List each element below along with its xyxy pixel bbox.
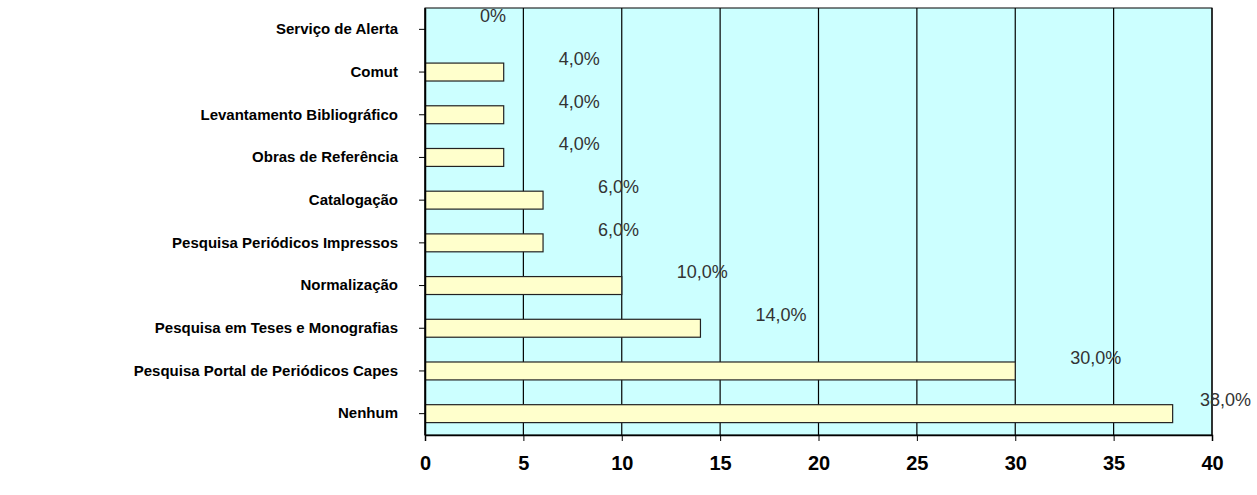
x-tick-label: 0 (420, 452, 431, 474)
data-label: 6,0% (598, 177, 639, 197)
x-tick-mark (622, 435, 623, 441)
bar (425, 63, 504, 81)
bar (425, 362, 1015, 380)
y-axis: Serviço de Alerta Comut Levantamento Bibli… (134, 9, 426, 436)
y-tick-mark (419, 242, 425, 243)
data-label: 4,0% (559, 92, 600, 112)
y-tick-mark (419, 200, 425, 201)
plot-background (425, 8, 1212, 435)
grid-line (1211, 8, 1212, 435)
bar (425, 319, 700, 337)
x-tick-label: 15 (710, 452, 732, 474)
y-tick-mark (419, 285, 425, 286)
chart: 0 5 10 15 20 25 30 35 40 Serviço de Alerta Comut Le… (0, 0, 1257, 495)
x-tick: 15 (710, 435, 732, 474)
data-label: 30,0% (1070, 348, 1121, 368)
y-tick: Levantamento Bibliográfico (200, 106, 425, 123)
x-tick: 35 (1103, 435, 1125, 474)
x-tick: 10 (611, 435, 633, 474)
y-tick: Pesquisa Periódicos Impressos (172, 234, 425, 251)
y-tick-mark (419, 29, 425, 30)
x-tick-label: 20 (808, 452, 830, 474)
bar (425, 234, 543, 252)
x-tick-label: 35 (1103, 452, 1125, 474)
y-tick-label: Obras de Referência (252, 148, 399, 165)
y-tick-mark (419, 413, 425, 414)
data-label: 4,0% (559, 49, 600, 69)
data-label: 38,0% (1200, 390, 1251, 410)
y-tick: Comut (351, 63, 426, 80)
x-tick-label: 5 (518, 452, 529, 474)
grid (425, 8, 1212, 435)
x-tick-mark (917, 435, 918, 441)
data-label: 10,0% (677, 262, 728, 282)
x-tick: 0 (420, 435, 431, 474)
x-tick-label: 25 (906, 452, 928, 474)
x-tick-mark (720, 435, 721, 441)
x-tick: 5 (518, 435, 529, 474)
bar (425, 191, 543, 209)
x-tick-mark (819, 435, 820, 441)
x-tick: 20 (808, 435, 830, 474)
y-tick-label: Pesquisa Periódicos Impressos (172, 234, 398, 251)
y-tick-mark (419, 370, 425, 371)
x-tick: 30 (1005, 435, 1027, 474)
data-label: 14,0% (755, 305, 806, 325)
y-tick-label: Pesquisa Portal de Periódicos Capes (134, 362, 398, 379)
y-tick-label: Serviço de Alerta (276, 20, 399, 37)
y-tick-label: Levantamento Bibliográfico (200, 106, 398, 123)
bar (425, 277, 622, 295)
y-tick-mark (419, 157, 425, 158)
bar (425, 148, 504, 166)
x-tick-mark (523, 435, 524, 441)
y-tick: Catalogação (309, 191, 425, 208)
x-tick-mark (1114, 435, 1115, 441)
y-tick-label: Normalização (300, 276, 398, 293)
y-tick-label: Comut (351, 63, 399, 80)
x-tick-label: 40 (1201, 452, 1223, 474)
x-tick: 40 (1201, 435, 1223, 474)
y-tick: Obras de Referência (252, 148, 425, 165)
plot: 0 5 10 15 20 25 30 35 40 Serviço de Alerta Comut Le… (134, 8, 1224, 474)
data-label: 4,0% (559, 134, 600, 154)
x-axis-line (426, 436, 1213, 442)
bar (425, 405, 1173, 423)
y-tick: Pesquisa em Teses e Monografias (155, 319, 425, 336)
data-labels: 0% 4,0% 4,0% 4,0% 6,0% 6,0% 10,0% 14,0% 30,0% 38,… (480, 6, 1251, 410)
x-tick: 25 (906, 435, 928, 474)
x-tick-label: 10 (611, 452, 633, 474)
y-tick-label: Nenhum (338, 404, 398, 421)
y-tick-label: Catalogação (309, 191, 398, 208)
x-tick-label: 30 (1005, 452, 1027, 474)
y-tick: Normalização (300, 276, 425, 293)
bar (425, 106, 504, 124)
x-axis: 0 5 10 15 20 25 30 35 40 (420, 435, 1224, 474)
bars (425, 63, 1173, 423)
y-tick-mark (419, 72, 425, 73)
data-label: 0% (480, 6, 506, 26)
x-tick-mark (425, 435, 426, 441)
y-tick-mark (419, 114, 425, 115)
y-tick: Serviço de Alerta (276, 20, 425, 37)
y-tick: Pesquisa Portal de Periódicos Capes (134, 362, 425, 379)
x-tick-mark (1212, 435, 1213, 441)
y-tick-label: Pesquisa em Teses e Monografias (155, 319, 398, 336)
y-tick-mark (419, 328, 425, 329)
grid-line (1113, 8, 1114, 435)
y-tick: Nenhum (338, 404, 425, 421)
data-label: 6,0% (598, 220, 639, 240)
x-tick-mark (1015, 435, 1016, 441)
